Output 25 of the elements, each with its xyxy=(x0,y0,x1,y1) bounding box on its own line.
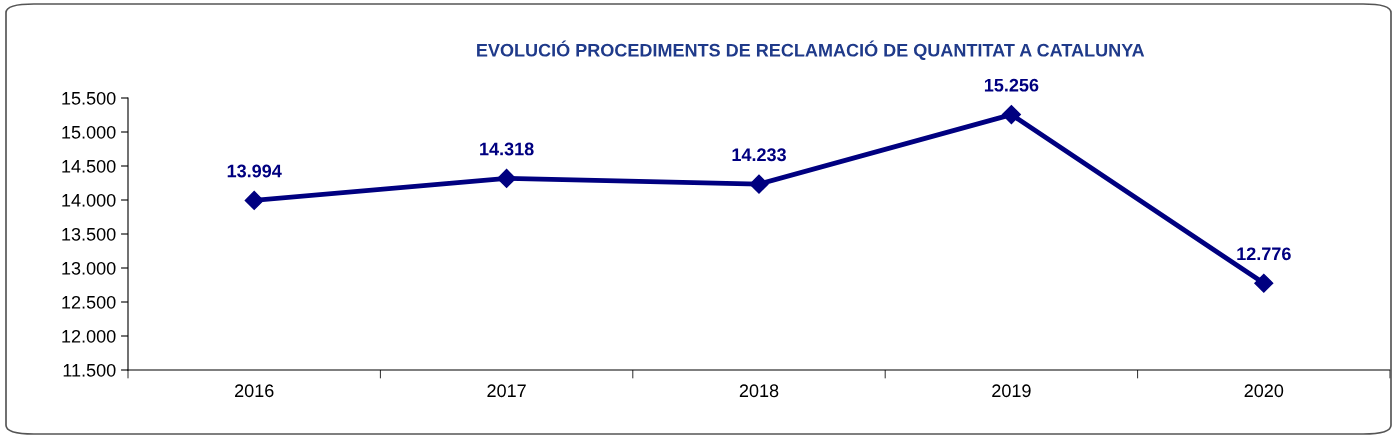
data-label: 12.776 xyxy=(1237,247,1291,261)
data-label: 15.256 xyxy=(984,78,1039,92)
point xyxy=(497,168,517,188)
point xyxy=(244,190,264,210)
chart-title: EVOLUCIÓ PROCEDIMENTS DE RECLAMACIÓ DE QUANTITAT A CATALUNYA xyxy=(477,40,1145,60)
x-tick-label: 2019 xyxy=(992,384,1031,398)
y-tick-label: 13.500 xyxy=(62,227,116,241)
point xyxy=(1001,105,1021,125)
y-tick-label: 13.000 xyxy=(62,261,116,275)
data-label: 14.233 xyxy=(732,148,786,162)
x-tick-label: 2016 xyxy=(235,384,274,398)
point xyxy=(749,174,769,194)
y-tick-label: 14.500 xyxy=(62,159,116,173)
x-tick-label: 2020 xyxy=(1244,384,1284,398)
y-tick-label: 12.500 xyxy=(62,295,116,309)
point xyxy=(1254,273,1274,293)
y-tick-label: 11.500 xyxy=(63,363,116,377)
data-label: 13.994 xyxy=(227,164,282,178)
y-tick-label: 12.000 xyxy=(62,329,116,343)
y-tick-label: 15.500 xyxy=(62,91,116,105)
x-tick-label: 2018 xyxy=(739,384,779,398)
y-tick-label: 14.000 xyxy=(62,193,116,207)
data-label: 14.318 xyxy=(480,142,534,156)
y-tick-label: 15.000 xyxy=(62,125,116,139)
x-tick-label: 2017 xyxy=(487,384,526,398)
